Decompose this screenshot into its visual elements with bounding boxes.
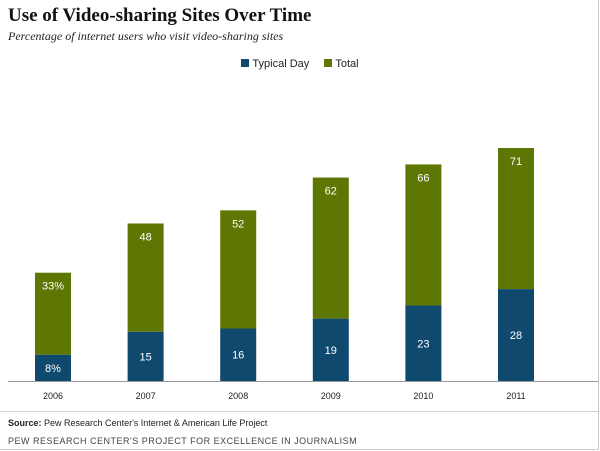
legend-item-typical-day: Typical Day: [241, 58, 309, 70]
x-tick-label-2011: 2011: [506, 391, 525, 401]
data-label-total-2008: 52: [232, 218, 244, 230]
legend-swatch-typical-day: [241, 59, 250, 67]
data-label-typical-day-2007: 15: [139, 351, 151, 363]
bar-typical-day-2010: [405, 305, 442, 381]
chart-title: Use of Video-sharing Sites Over Time: [8, 5, 312, 26]
source-note: Source: Pew Research Center's Internet &…: [8, 418, 267, 428]
x-tick-label-2009: 2009: [321, 391, 341, 401]
x-tick-label-2010: 2010: [413, 391, 433, 401]
source-text: Pew Research Center's Internet & America…: [44, 418, 268, 428]
x-tick-label-2007: 2007: [136, 391, 156, 401]
legend-label-typical-day: Typical Day: [252, 58, 310, 70]
chart-subtitle: Percentage of internet users who visit v…: [8, 29, 284, 43]
bar-typical-day-2007: [127, 331, 164, 381]
data-label-total-2007: 48: [139, 231, 151, 243]
bar-typical-day-2009: [312, 318, 349, 381]
bar-total-2011: [498, 148, 534, 290]
legend-label-total: Total: [335, 58, 359, 70]
legend-swatch-total: [324, 59, 333, 67]
data-label-total-2009: 62: [325, 186, 337, 198]
bar-typical-day-2006: [35, 354, 71, 381]
bar-total-2010: [405, 164, 442, 306]
x-tick-label-2008: 2008: [228, 391, 248, 401]
footer-credit: PEW RESEARCH CENTER'S PROJECT FOR EXCELL…: [8, 436, 358, 446]
bar-typical-day-2011: [498, 289, 534, 381]
data-label-typical-day-2008: 16: [232, 350, 244, 362]
data-label-total-2011: 71: [510, 156, 522, 168]
bar-total-2009: [312, 177, 349, 319]
data-label-typical-day-2009: 19: [325, 345, 337, 357]
legend-item-total: Total: [324, 58, 359, 70]
source-label: Source:: [8, 418, 42, 428]
bar-total-2007: [127, 223, 164, 332]
bar-total-2008: [220, 210, 257, 329]
bar-total-2006: [35, 272, 71, 355]
data-label-typical-day-2011: 28: [510, 330, 522, 342]
bar-typical-day-2008: [220, 328, 257, 381]
data-label-typical-day-2010: 23: [417, 338, 429, 350]
data-label-typical-day-2006: 8%: [45, 363, 61, 375]
x-tick-label-2006: 2006: [43, 391, 63, 401]
data-label-total-2006: 33%: [42, 281, 64, 293]
data-label-total-2010: 66: [417, 172, 429, 184]
chart-legend: Typical Day Total: [0, 58, 600, 70]
